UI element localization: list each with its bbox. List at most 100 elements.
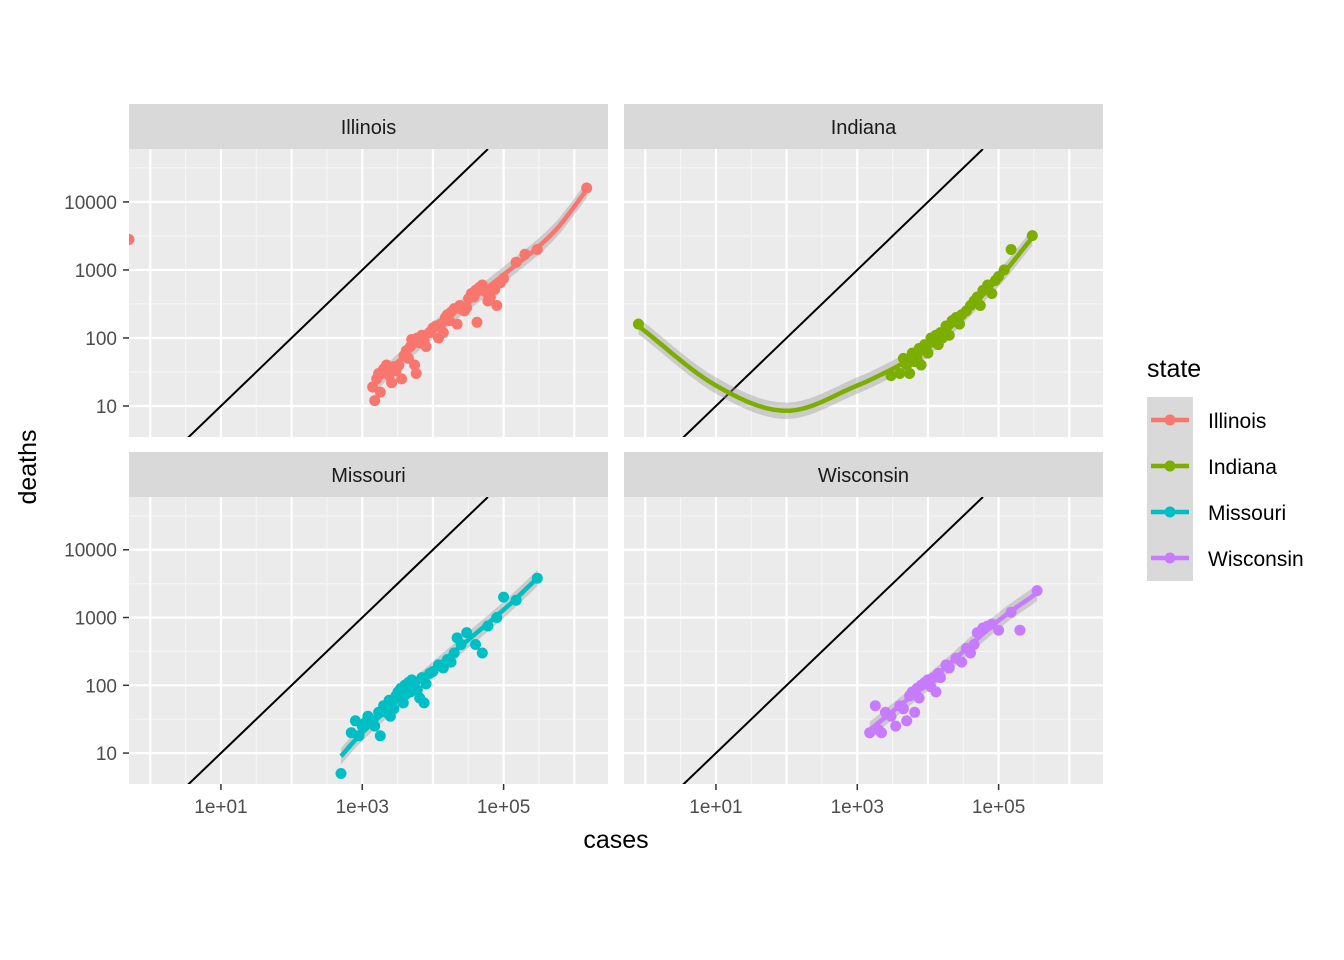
data-point xyxy=(894,368,906,379)
data-point xyxy=(386,377,398,389)
x-tick-label: 1e+01 xyxy=(689,797,742,818)
legend-label: Missouri xyxy=(1208,502,1286,525)
panel-data xyxy=(632,149,1038,437)
legend-label: Indiana xyxy=(1208,456,1277,479)
facet-strip xyxy=(129,452,608,497)
data-point xyxy=(455,639,467,650)
legend-title: state xyxy=(1147,355,1201,383)
data-point xyxy=(876,727,887,739)
facet-indiana: Indiana xyxy=(624,104,1103,437)
y-axis-title: deaths xyxy=(14,429,42,504)
data-point xyxy=(915,359,927,371)
axes-layer: 10 100 1000 10000 10 100 1000 10000 1e+01 1e+03 1e… xyxy=(64,193,1025,818)
legend-entry-wisconsin: Wisconsin xyxy=(1151,548,1304,571)
data-point xyxy=(396,373,408,385)
data-point xyxy=(531,572,543,584)
data-point xyxy=(632,318,644,330)
data-point xyxy=(420,341,432,352)
x-tick-label: 1e+05 xyxy=(972,797,1025,818)
facet-strip xyxy=(624,452,1103,497)
reference-line xyxy=(187,149,489,437)
legend-key-point xyxy=(1164,414,1176,426)
data-point xyxy=(1005,244,1017,255)
data-point xyxy=(869,700,881,712)
data-point xyxy=(901,715,913,727)
panel-data xyxy=(682,497,1043,784)
data-point xyxy=(470,639,481,650)
data-point xyxy=(974,300,986,311)
gridlines xyxy=(129,149,608,437)
x-tick-label: 1e+01 xyxy=(194,797,247,818)
data-point xyxy=(968,639,980,650)
x-tick-label: 1e+05 xyxy=(477,797,530,818)
data-point xyxy=(581,182,593,194)
data-point xyxy=(471,316,483,328)
panels-layer: Illinois Indiana Missouri Wisconsin xyxy=(129,104,1103,784)
panel-background xyxy=(624,149,1103,437)
data-point xyxy=(393,359,405,371)
data-point xyxy=(1014,624,1026,636)
y-tick-label: 10 xyxy=(96,397,117,418)
legend-key-point xyxy=(1164,552,1176,564)
data-point xyxy=(1005,606,1017,618)
data-point xyxy=(498,272,510,284)
data-point xyxy=(353,730,365,742)
data-point xyxy=(531,244,543,255)
data-point xyxy=(885,370,897,382)
data-point xyxy=(913,692,925,704)
y-tick-label: 10000 xyxy=(64,541,117,562)
data-point xyxy=(890,720,902,732)
legend: state Illinois Indiana Missouri Wisconsin xyxy=(1147,355,1304,581)
data-point xyxy=(420,678,432,690)
data-point xyxy=(397,697,409,709)
data-point xyxy=(943,662,955,674)
panel-background xyxy=(624,497,1103,784)
facet-strip-label: Indiana xyxy=(831,117,897,139)
data-point xyxy=(510,594,522,606)
data-point xyxy=(418,697,430,709)
reference-line xyxy=(187,497,489,784)
legend-entry-indiana: Indiana xyxy=(1151,456,1277,479)
data-point xyxy=(930,686,942,698)
data-point xyxy=(922,347,934,359)
legend-keys: Illinois Indiana Missouri Wisconsin xyxy=(1147,397,1304,581)
data-point xyxy=(335,768,347,779)
data-point xyxy=(445,656,457,668)
y-tick-label: 10000 xyxy=(64,193,117,214)
reference-line xyxy=(682,497,984,784)
facet-strip-label: Missouri xyxy=(331,465,405,487)
data-point xyxy=(451,318,463,330)
data-point xyxy=(476,647,488,659)
data-point xyxy=(369,395,381,407)
x-tick-label: 1e+03 xyxy=(831,797,884,818)
data-point xyxy=(965,647,976,659)
y-tick-label: 100 xyxy=(85,676,117,697)
data-point xyxy=(461,627,473,639)
facet-strip-label: Illinois xyxy=(341,117,397,139)
gridlines xyxy=(624,149,1103,437)
data-point xyxy=(437,327,449,339)
y-tick-label: 1000 xyxy=(75,261,117,282)
data-point xyxy=(954,318,965,330)
data-point xyxy=(1026,230,1038,242)
data-point xyxy=(934,672,946,684)
legend-key-point xyxy=(1164,506,1176,518)
y-tick-label: 100 xyxy=(85,329,117,350)
data-point xyxy=(437,662,449,674)
data-point xyxy=(388,703,400,715)
data-point xyxy=(410,368,422,379)
data-point xyxy=(909,706,921,718)
data-point xyxy=(510,256,522,268)
data-point xyxy=(956,656,968,668)
facet-strip-label: Wisconsin xyxy=(818,465,909,487)
data-point xyxy=(129,234,135,245)
data-point xyxy=(461,302,473,314)
data-point xyxy=(864,727,876,739)
facet-missouri: Missouri xyxy=(129,452,608,784)
data-point xyxy=(993,624,1005,636)
data-point xyxy=(491,300,503,311)
gridlines xyxy=(129,497,608,784)
y-tick-label: 1000 xyxy=(75,609,117,630)
facet-strip xyxy=(624,104,1103,149)
